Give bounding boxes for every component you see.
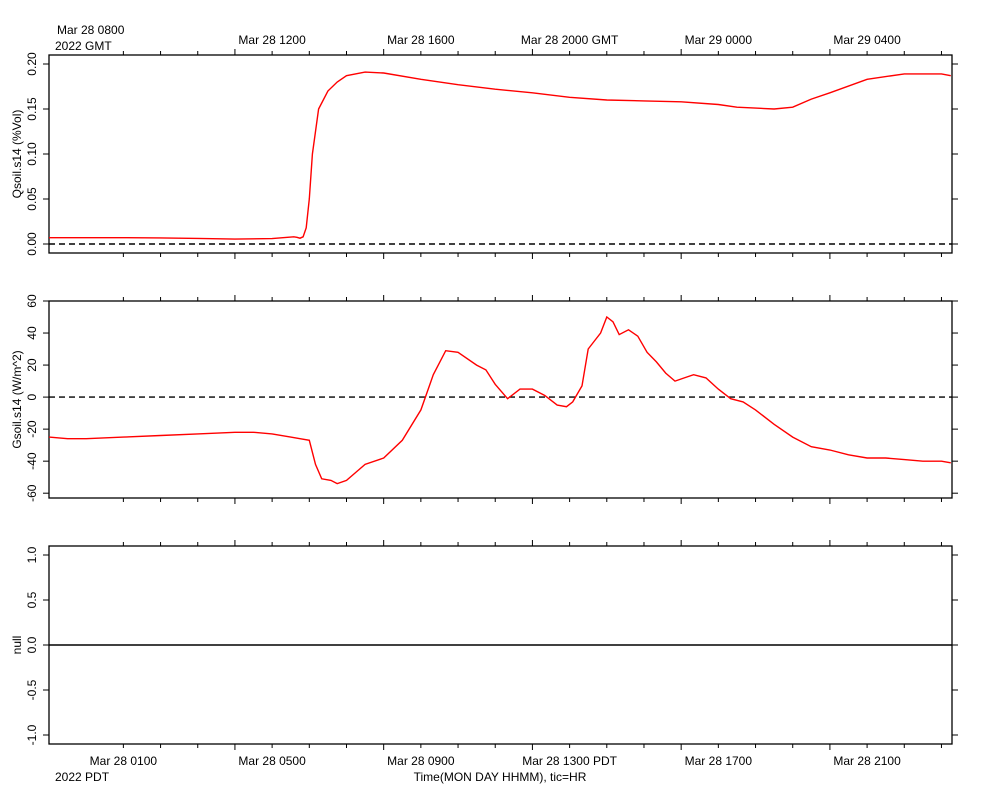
y-tick-label: -20 — [25, 420, 39, 438]
y-tick-label: 0.15 — [25, 97, 39, 121]
top-time-label: Mar 28 1200 — [238, 33, 306, 47]
y-axis-label: null — [10, 636, 24, 655]
y-tick-label: 0.10 — [25, 142, 39, 166]
chart-panel-2: -60 -40 -20 0 20 40 60 Gsoil.s14 (W/m^2) — [10, 294, 958, 504]
bottom-time-label: Mar 28 0900 — [387, 754, 455, 768]
y-tick-label: 40 — [25, 326, 39, 340]
plot-frame — [48, 54, 953, 254]
y-tick-label: 60 — [25, 294, 39, 308]
top-year-label: 2022 GMT — [55, 39, 112, 53]
y-tick-label: -60 — [25, 484, 39, 502]
bottom-time-label: Mar 28 0100 — [90, 754, 158, 768]
y-tick-label: -40 — [25, 452, 39, 470]
y-tick-label: -1.0 — [25, 724, 39, 745]
top-time-axis: Mar 28 0800 Mar 28 1200 Mar 28 1600 Mar 28 … — [55, 23, 901, 53]
y-tick-label: 0 — [25, 393, 39, 400]
chart-panel-1: 0.00 0.05 0.10 0.15 0.20 Qsoil.s14 (%Vol) — [10, 49, 958, 259]
plot-frame — [48, 300, 953, 499]
y-tick-label: 20 — [25, 358, 39, 372]
y-tick-label: 0.20 — [25, 52, 39, 76]
y-tick-label: 0.5 — [25, 591, 39, 608]
chart-panel-3: -1.0 -0.5 0.0 0.5 1.0 null — [10, 540, 958, 750]
bottom-time-label: Mar 28 2100 — [833, 754, 901, 768]
y-tick-label: 1.0 — [25, 546, 39, 563]
x-axis-label: Time(MON DAY HHMM), tic=HR — [414, 770, 587, 784]
series-line — [48, 315, 951, 485]
y-axis-label: Gsoil.s14 (W/m^2) — [10, 350, 24, 448]
top-time-label: Mar 29 0000 — [685, 33, 753, 47]
series-line — [49, 71, 951, 240]
bottom-year-label: 2022 PDT — [55, 770, 110, 784]
y-tick-label: 0.00 — [25, 232, 39, 256]
top-time-label: Mar 28 0800 — [57, 23, 125, 37]
bottom-time-label: Mar 28 0500 — [238, 754, 306, 768]
top-time-label: Mar 28 2000 GMT — [521, 33, 619, 47]
bottom-time-label: Mar 28 1300 PDT — [522, 754, 617, 768]
top-time-label: Mar 28 1600 — [387, 33, 455, 47]
bottom-time-axis: Mar 28 0100 Mar 28 0500 Mar 28 0900 Mar 28 … — [55, 754, 901, 784]
y-tick-label: 0.0 — [25, 636, 39, 653]
bottom-time-label: Mar 28 1700 — [685, 754, 753, 768]
y-axis-label: Qsoil.s14 (%Vol) — [10, 110, 24, 199]
y-tick-label: 0.05 — [25, 187, 39, 211]
top-time-label: Mar 29 0400 — [833, 33, 901, 47]
y-tick-label: -0.5 — [25, 679, 39, 700]
